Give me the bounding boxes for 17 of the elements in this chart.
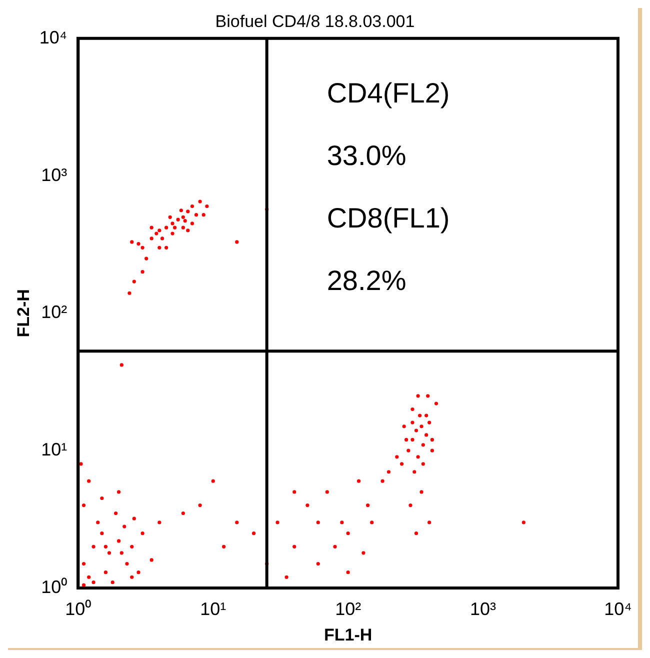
chart-title: Biofuel CD4/8 18.8.03.001 [215,12,415,31]
x-tick-label: 10¹ [200,598,226,619]
x-axis-title: FL1-H [324,625,372,644]
x-tick-label: 10³ [470,598,496,619]
x-tick-label: 10² [335,598,362,619]
y-tick-label: 10¹ [41,440,68,460]
y-tick-label: 10² [41,302,68,322]
y-tick-label: 10³ [41,164,68,185]
y-tick-label: 10⁴ [39,27,68,48]
annotation: CD4(FL2) [326,77,450,108]
y-tick-label: 10⁰ [41,576,68,597]
y-axis-title: FL2-H [14,289,33,338]
annotation: CD8(FL1) [326,202,450,234]
x-tick-label: 10⁰ [65,598,92,619]
annotation: 28.2% [326,265,406,296]
x-tick-label: 10⁴ [604,598,632,619]
annotation: 33.0% [326,140,406,171]
